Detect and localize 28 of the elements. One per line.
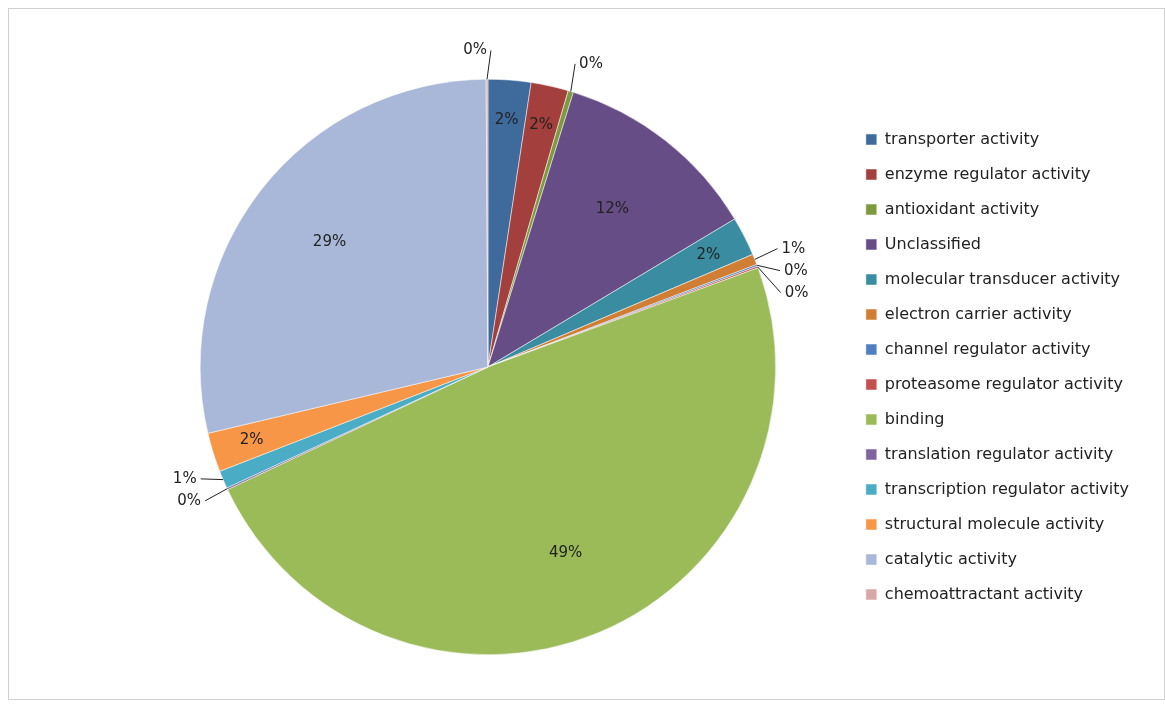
legend-label: channel regulator activity	[884, 338, 1091, 358]
legend-label: catalytic activity	[884, 548, 1018, 568]
legend-label: antioxidant activity	[884, 198, 1040, 218]
data-label: 2%	[529, 115, 554, 134]
legend-label: electron carrier activity	[884, 303, 1072, 323]
data-label: 0%	[463, 40, 487, 59]
data-label: 49%	[548, 542, 583, 561]
data-label: 2%	[696, 244, 721, 263]
legend-label: translation regulator activity	[884, 443, 1114, 463]
data-label: 0%	[177, 490, 202, 509]
legend-label: binding	[884, 408, 945, 428]
data-label: 0%	[579, 53, 603, 72]
data-label: 12%	[595, 198, 630, 217]
legend-label: transcription regulator activity	[884, 478, 1130, 498]
legend-label: proteasome regulator activity	[884, 373, 1123, 393]
data-label: 1%	[781, 238, 806, 257]
data-label: 2%	[239, 430, 264, 449]
data-label: 0%	[784, 260, 808, 279]
legend-label: chemoattractant activity	[884, 583, 1084, 603]
legend-label: transporter activity	[884, 128, 1040, 148]
data-label: 0%	[784, 282, 809, 301]
legend-label: Unclassified	[884, 233, 981, 253]
data-label: 29%	[312, 232, 347, 251]
legend-label: molecular transducer activity	[884, 268, 1121, 288]
legend-label: enzyme regulator activity	[884, 163, 1091, 183]
data-label: 2%	[494, 110, 519, 129]
data-label: 1%	[172, 468, 197, 487]
legend-label: structural molecule activity	[884, 513, 1105, 533]
